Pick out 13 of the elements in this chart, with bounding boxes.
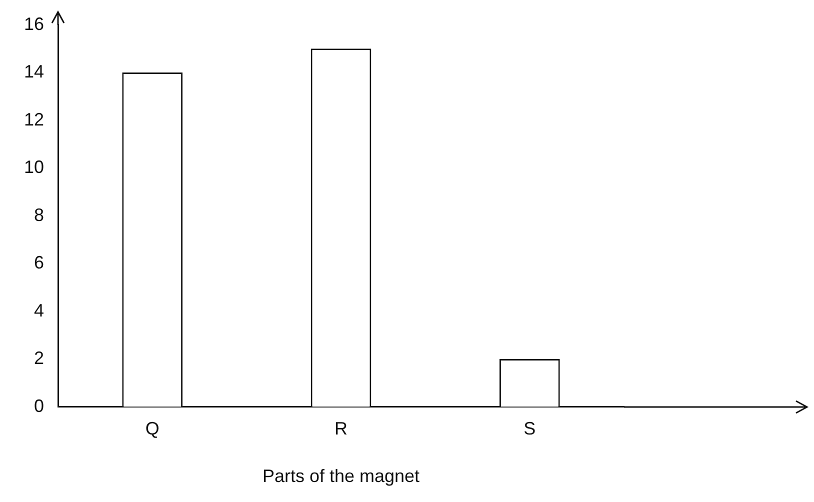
x-axis-title: Parts of the magnet [262,466,420,486]
y-tick-label: 4 [34,300,44,320]
y-tick-label: 14 [24,62,44,82]
x-tick-label: Q [145,418,160,439]
y-tick-label: 16 [24,14,44,34]
y-tick-label: 0 [34,396,44,416]
y-tick-label: 6 [34,252,44,273]
y-tick-label: 8 [34,204,44,225]
y-tick-label: 10 [24,157,44,178]
x-tick-label: S [524,418,536,439]
x-tick-label: R [334,418,348,439]
y-tick-label: 12 [24,109,44,130]
y-tick-label: 2 [34,348,44,368]
